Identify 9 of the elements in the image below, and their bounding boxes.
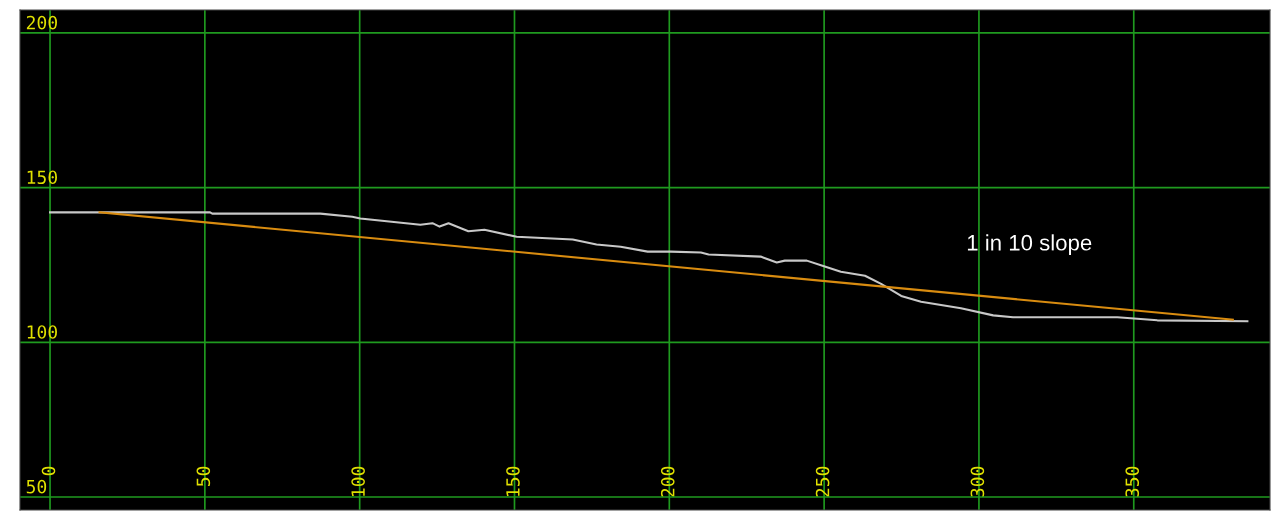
x-tick-label: 100 [351,466,365,496]
x-tick-label: 0 [41,466,56,476]
x-tick-label: 350 [1125,466,1140,497]
x-tick-label: 200 [660,466,675,497]
annotation: 1 in 10 slope [967,234,1092,255]
x-tick-label: 50 [196,466,211,487]
x-tick-label: 250 [815,466,830,497]
x-tick-label: 300 [970,466,985,497]
x-tick-label: 150 [506,466,520,496]
